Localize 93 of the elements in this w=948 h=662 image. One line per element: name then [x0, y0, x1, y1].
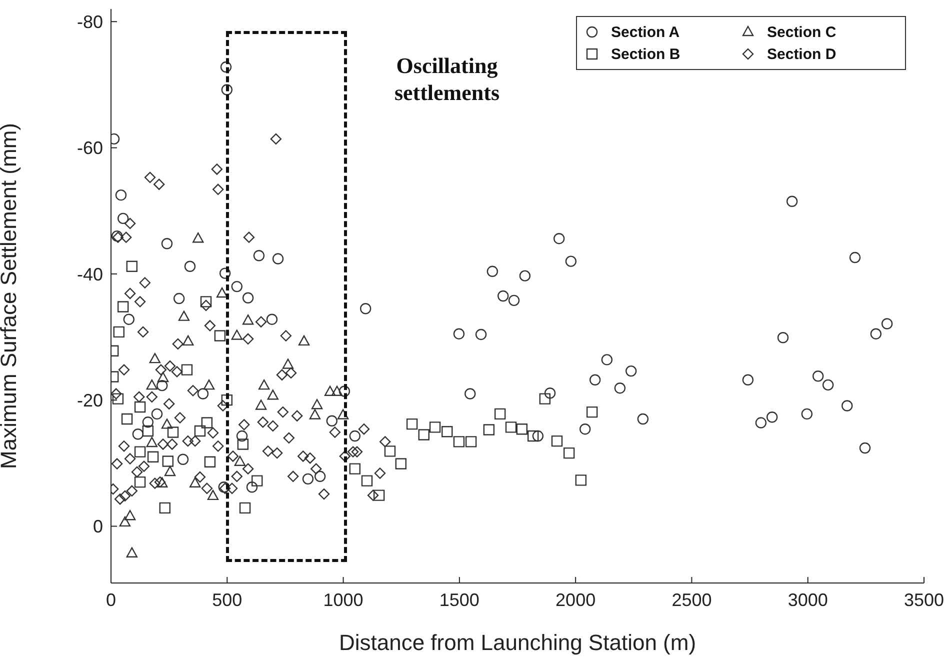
x-tick-label: 3000: [788, 590, 828, 610]
point: [126, 260, 138, 272]
annotation: Oscillating settlements: [393, 52, 501, 106]
point: [121, 413, 133, 425]
point: [126, 547, 138, 558]
point: [267, 390, 279, 400]
point: [258, 379, 270, 390]
point: [282, 358, 294, 369]
point: [234, 456, 246, 466]
point: [406, 418, 418, 430]
point: [494, 408, 506, 420]
point: [442, 426, 453, 438]
point: [164, 466, 176, 476]
point: [242, 314, 254, 325]
x-tick-label: 2000: [556, 590, 596, 610]
x-tick-label: 1000: [323, 590, 364, 610]
point: [429, 422, 441, 433]
x-tick-label: 1500: [439, 590, 480, 610]
point: [204, 456, 216, 468]
point: [418, 429, 430, 440]
y-tick-label: -20: [76, 390, 103, 410]
point: [331, 386, 343, 396]
point: [182, 335, 194, 346]
point: [161, 418, 173, 429]
point: [192, 232, 204, 243]
point: [465, 436, 477, 448]
point: [181, 364, 193, 376]
legend-label: Section C: [767, 24, 836, 40]
point: [203, 379, 215, 390]
point: [586, 406, 598, 418]
point: [189, 477, 201, 488]
point: [516, 423, 528, 435]
point: [483, 424, 495, 436]
point: [255, 400, 267, 410]
x-tick-label: 0: [106, 590, 116, 610]
point: [119, 516, 131, 527]
point: [337, 409, 349, 420]
point: [298, 335, 310, 346]
y-tick-label: -60: [76, 138, 103, 158]
point: [156, 477, 168, 488]
x-tick-label: 3500: [904, 590, 944, 610]
point: [178, 310, 190, 321]
point: [124, 510, 136, 520]
point: [505, 422, 517, 433]
legend-label: Section D: [767, 46, 836, 62]
y-tick-label: -40: [76, 264, 103, 284]
point: [167, 426, 179, 438]
point: [201, 417, 213, 428]
point: [239, 502, 251, 514]
x-tick-label: 2500: [672, 590, 712, 610]
point: [214, 330, 226, 342]
legend-label: Section A: [611, 24, 680, 40]
point: [384, 446, 396, 457]
point: [159, 502, 170, 514]
point: [113, 326, 124, 338]
point: [200, 296, 212, 308]
point: [134, 401, 146, 413]
point: [112, 393, 124, 404]
point: [134, 476, 146, 488]
x-tick-label: 500: [212, 590, 242, 610]
point: [134, 446, 146, 458]
point: [527, 430, 539, 442]
point: [221, 394, 233, 406]
point: [157, 372, 169, 382]
point: [142, 425, 154, 437]
point: [231, 330, 242, 340]
y-tick-label: -80: [76, 12, 103, 32]
point: [453, 436, 465, 448]
x-axis-title: Distance from Launching Station (m): [338, 630, 696, 655]
point: [194, 425, 206, 437]
point: [252, 475, 263, 486]
point: [311, 399, 323, 410]
y-tick-label: 0: [92, 516, 103, 537]
point: [361, 475, 373, 486]
point: [146, 436, 158, 448]
point: [395, 458, 406, 470]
point: [309, 409, 321, 420]
point: [551, 435, 563, 447]
point: [146, 379, 158, 390]
point: [207, 490, 219, 500]
point: [563, 447, 575, 459]
point: [149, 352, 160, 364]
point: [575, 474, 587, 486]
point: [349, 463, 360, 474]
point: [324, 386, 336, 396]
point: [162, 456, 174, 467]
point: [539, 393, 551, 404]
y-axis-title: Maximum Surface Settlement (mm): [0, 123, 21, 469]
point: [147, 451, 159, 462]
legend-label: Section B: [611, 46, 680, 62]
point: [373, 490, 385, 501]
point: [117, 301, 129, 312]
point: [237, 438, 249, 450]
